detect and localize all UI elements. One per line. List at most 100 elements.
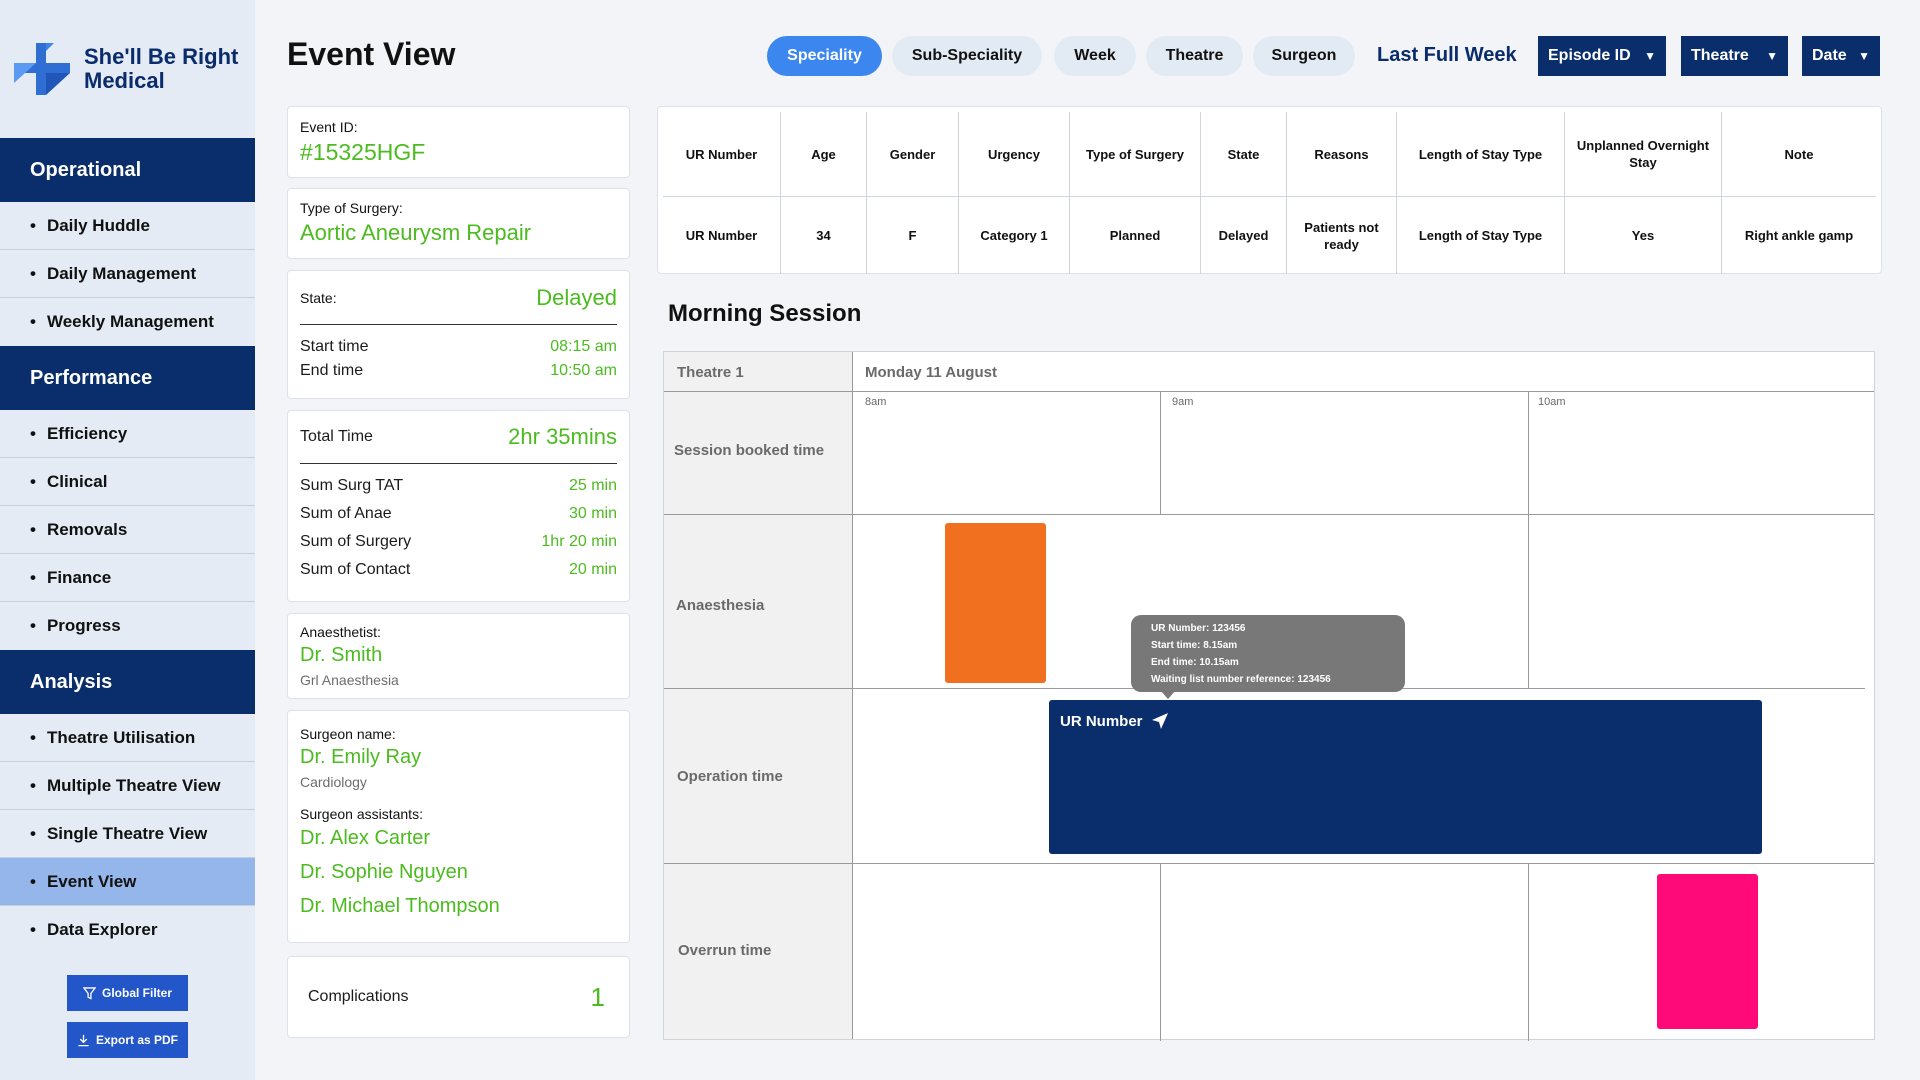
tooltip-line: End time: 10.15am bbox=[1151, 657, 1239, 668]
overrun-bar[interactable] bbox=[1657, 874, 1758, 1029]
surgeon-dept: Cardiology bbox=[300, 774, 367, 790]
sidebar-item-efficiency[interactable]: • Efficiency bbox=[0, 410, 255, 458]
theatre-dropdown[interactable]: Theatre ▼ bbox=[1681, 36, 1788, 76]
table-header: Reasons bbox=[1287, 112, 1397, 196]
surgeon-card: Surgeon name: Dr. Emily Ray Cardiology S… bbox=[287, 710, 630, 943]
table-header: UR Number bbox=[663, 112, 781, 196]
sum-value: 20 min bbox=[568, 561, 617, 578]
sidebar-item-daily-management[interactable]: • Daily Management bbox=[0, 250, 255, 298]
surgeon-label: Surgeon name: bbox=[300, 726, 396, 742]
sidebar: She'll Be Right Medical Operational • Dai… bbox=[0, 0, 255, 1080]
sidebar-item-theatre-utilisation[interactable]: • Theatre Utilisation bbox=[0, 714, 255, 762]
table-cell: Patients not ready bbox=[1287, 197, 1397, 274]
surgeon-name: Dr. Emily Ray bbox=[300, 746, 422, 768]
sidebar-item-label: Clinical bbox=[46, 471, 108, 491]
download-icon bbox=[78, 1034, 89, 1046]
table-header: Age bbox=[781, 112, 867, 196]
sidebar-item-label: Event View bbox=[46, 871, 137, 891]
state-value: Delayed bbox=[536, 284, 617, 310]
sidebar-item-removals[interactable]: • Removals bbox=[0, 506, 255, 554]
pill-week[interactable]: Week bbox=[1054, 36, 1136, 76]
global-filter-label: Global Filter bbox=[101, 986, 172, 1000]
sidebar-item-daily-huddle[interactable]: • Daily Huddle bbox=[0, 202, 255, 250]
table-header: Urgency bbox=[959, 112, 1070, 196]
end-time-label: End time bbox=[300, 362, 364, 379]
sidebar-item-finance[interactable]: • Finance bbox=[0, 554, 255, 602]
row-label-session-booked: Session booked time bbox=[674, 442, 825, 459]
table-cell: Yes bbox=[1565, 197, 1722, 274]
sum-label: Sum of Anae bbox=[300, 505, 392, 522]
brand-name: She'll Be Right Medical bbox=[84, 45, 238, 93]
tooltip-line: UR Number: 123456 bbox=[1151, 623, 1246, 634]
pill-speciality[interactable]: Speciality bbox=[767, 36, 882, 76]
anaesthetist-dept: Grl Anaesthesia bbox=[300, 672, 399, 688]
event-id-label: Event ID: bbox=[300, 119, 358, 135]
page-title: Event View bbox=[287, 36, 456, 72]
global-filter-button[interactable]: Global Filter bbox=[67, 975, 188, 1011]
table-header: State bbox=[1201, 112, 1287, 196]
sidebar-item-label: Removals bbox=[46, 519, 128, 539]
table-cell: F bbox=[867, 197, 959, 274]
caret-down-icon: ▼ bbox=[1644, 49, 1656, 63]
date-dropdown-label: Date bbox=[1812, 47, 1847, 64]
sidebar-item-label: Daily Huddle bbox=[46, 215, 150, 235]
brand-name-line2: Medical bbox=[84, 68, 165, 93]
sidebar-item-data-explorer[interactable]: • Data Explorer bbox=[30, 920, 158, 939]
caret-down-icon: ▼ bbox=[1766, 49, 1778, 63]
table-header: Unplanned Overnight Stay bbox=[1565, 112, 1722, 196]
sidebar-item-label: Finance bbox=[46, 567, 112, 587]
brand-name-line1: She'll Be Right bbox=[84, 44, 239, 69]
surgery-type-card: Type of Surgery: Aortic Aneurysm Repair bbox=[287, 188, 630, 259]
pill-theatre[interactable]: Theatre bbox=[1146, 36, 1243, 76]
sidebar-item-label: Weekly Management bbox=[46, 312, 214, 331]
table-row: UR Number 34 F Category 1 Planned Delaye… bbox=[663, 197, 1876, 274]
export-pdf-button[interactable]: Export as PDF bbox=[67, 1022, 188, 1058]
assistants-label: Surgeon assistants: bbox=[300, 806, 423, 822]
time-tick: 8am bbox=[865, 396, 887, 408]
table-header-row: UR Number Age Gender Urgency Type of Sur… bbox=[663, 112, 1876, 197]
cursor-arrow-icon bbox=[1152, 713, 1168, 729]
assistant-name: Dr. Alex Carter bbox=[300, 827, 431, 849]
pill-sub-speciality[interactable]: Sub-Speciality bbox=[892, 36, 1042, 76]
tooltip-arrow bbox=[1161, 691, 1175, 699]
sidebar-item-label: Multiple Theatre View bbox=[46, 775, 221, 795]
row-label-anaesthesia: Anaesthesia bbox=[676, 597, 765, 614]
episode-id-dropdown[interactable]: Episode ID ▼ bbox=[1538, 36, 1666, 76]
operation-bar[interactable]: UR Number bbox=[1049, 700, 1762, 854]
sum-value: 25 min bbox=[568, 477, 617, 494]
session-title: Morning Session bbox=[668, 300, 862, 327]
tooltip-line: Waiting list number reference: 123456 bbox=[1151, 674, 1331, 685]
assistant-name: Dr. Michael Thompson bbox=[300, 895, 500, 917]
session-timeline: Theatre 1 Monday 11 August 8am 9am 10am … bbox=[663, 351, 1875, 1041]
section-performance: Performance bbox=[0, 346, 255, 410]
sidebar-item-progress[interactable]: • Progress bbox=[30, 616, 121, 635]
start-time-value: 08:15 am bbox=[550, 338, 617, 355]
row-label-overrun: Overrun time bbox=[678, 942, 772, 959]
sidebar-item-single-theatre-view[interactable]: • Single Theatre View bbox=[0, 810, 255, 858]
caret-down-icon: ▼ bbox=[1858, 49, 1870, 63]
anaesthetist-label: Anaesthetist: bbox=[300, 624, 381, 640]
complications-card: Complications 1 bbox=[287, 956, 630, 1038]
anaesthesia-bar[interactable] bbox=[945, 523, 1046, 683]
sidebar-item-label: Single Theatre View bbox=[46, 823, 208, 843]
sidebar-item-clinical[interactable]: • Clinical bbox=[0, 458, 255, 506]
operation-bar-label: UR Number bbox=[1060, 713, 1143, 730]
filter-icon bbox=[82, 986, 96, 1000]
event-id-card: Event ID: #15325HGF bbox=[287, 106, 630, 178]
complications-label: Complications bbox=[308, 988, 409, 1005]
medical-cross-logo-icon bbox=[14, 43, 70, 95]
sidebar-item-label: Data Explorer bbox=[46, 920, 158, 939]
sidebar-item-multiple-theatre-view[interactable]: • Multiple Theatre View bbox=[0, 762, 255, 810]
pill-surgeon[interactable]: Surgeon bbox=[1253, 36, 1355, 76]
sum-label: Sum of Contact bbox=[300, 561, 411, 578]
sidebar-item-label: Progress bbox=[46, 616, 121, 635]
total-time-value: 2hr 35mins bbox=[508, 424, 617, 449]
date-dropdown[interactable]: Date ▼ bbox=[1802, 36, 1880, 76]
table-cell: UR Number bbox=[663, 197, 781, 274]
sum-label: Sum Surg TAT bbox=[300, 477, 404, 494]
surgery-type-label: Type of Surgery: bbox=[300, 200, 403, 216]
sidebar-item-weekly-management[interactable]: • Weekly Management bbox=[30, 312, 214, 331]
tooltip-line: Start time: 8.15am bbox=[1151, 640, 1238, 651]
sidebar-item-event-view[interactable]: • Event View bbox=[0, 858, 255, 906]
table-cell: Planned bbox=[1070, 197, 1201, 274]
